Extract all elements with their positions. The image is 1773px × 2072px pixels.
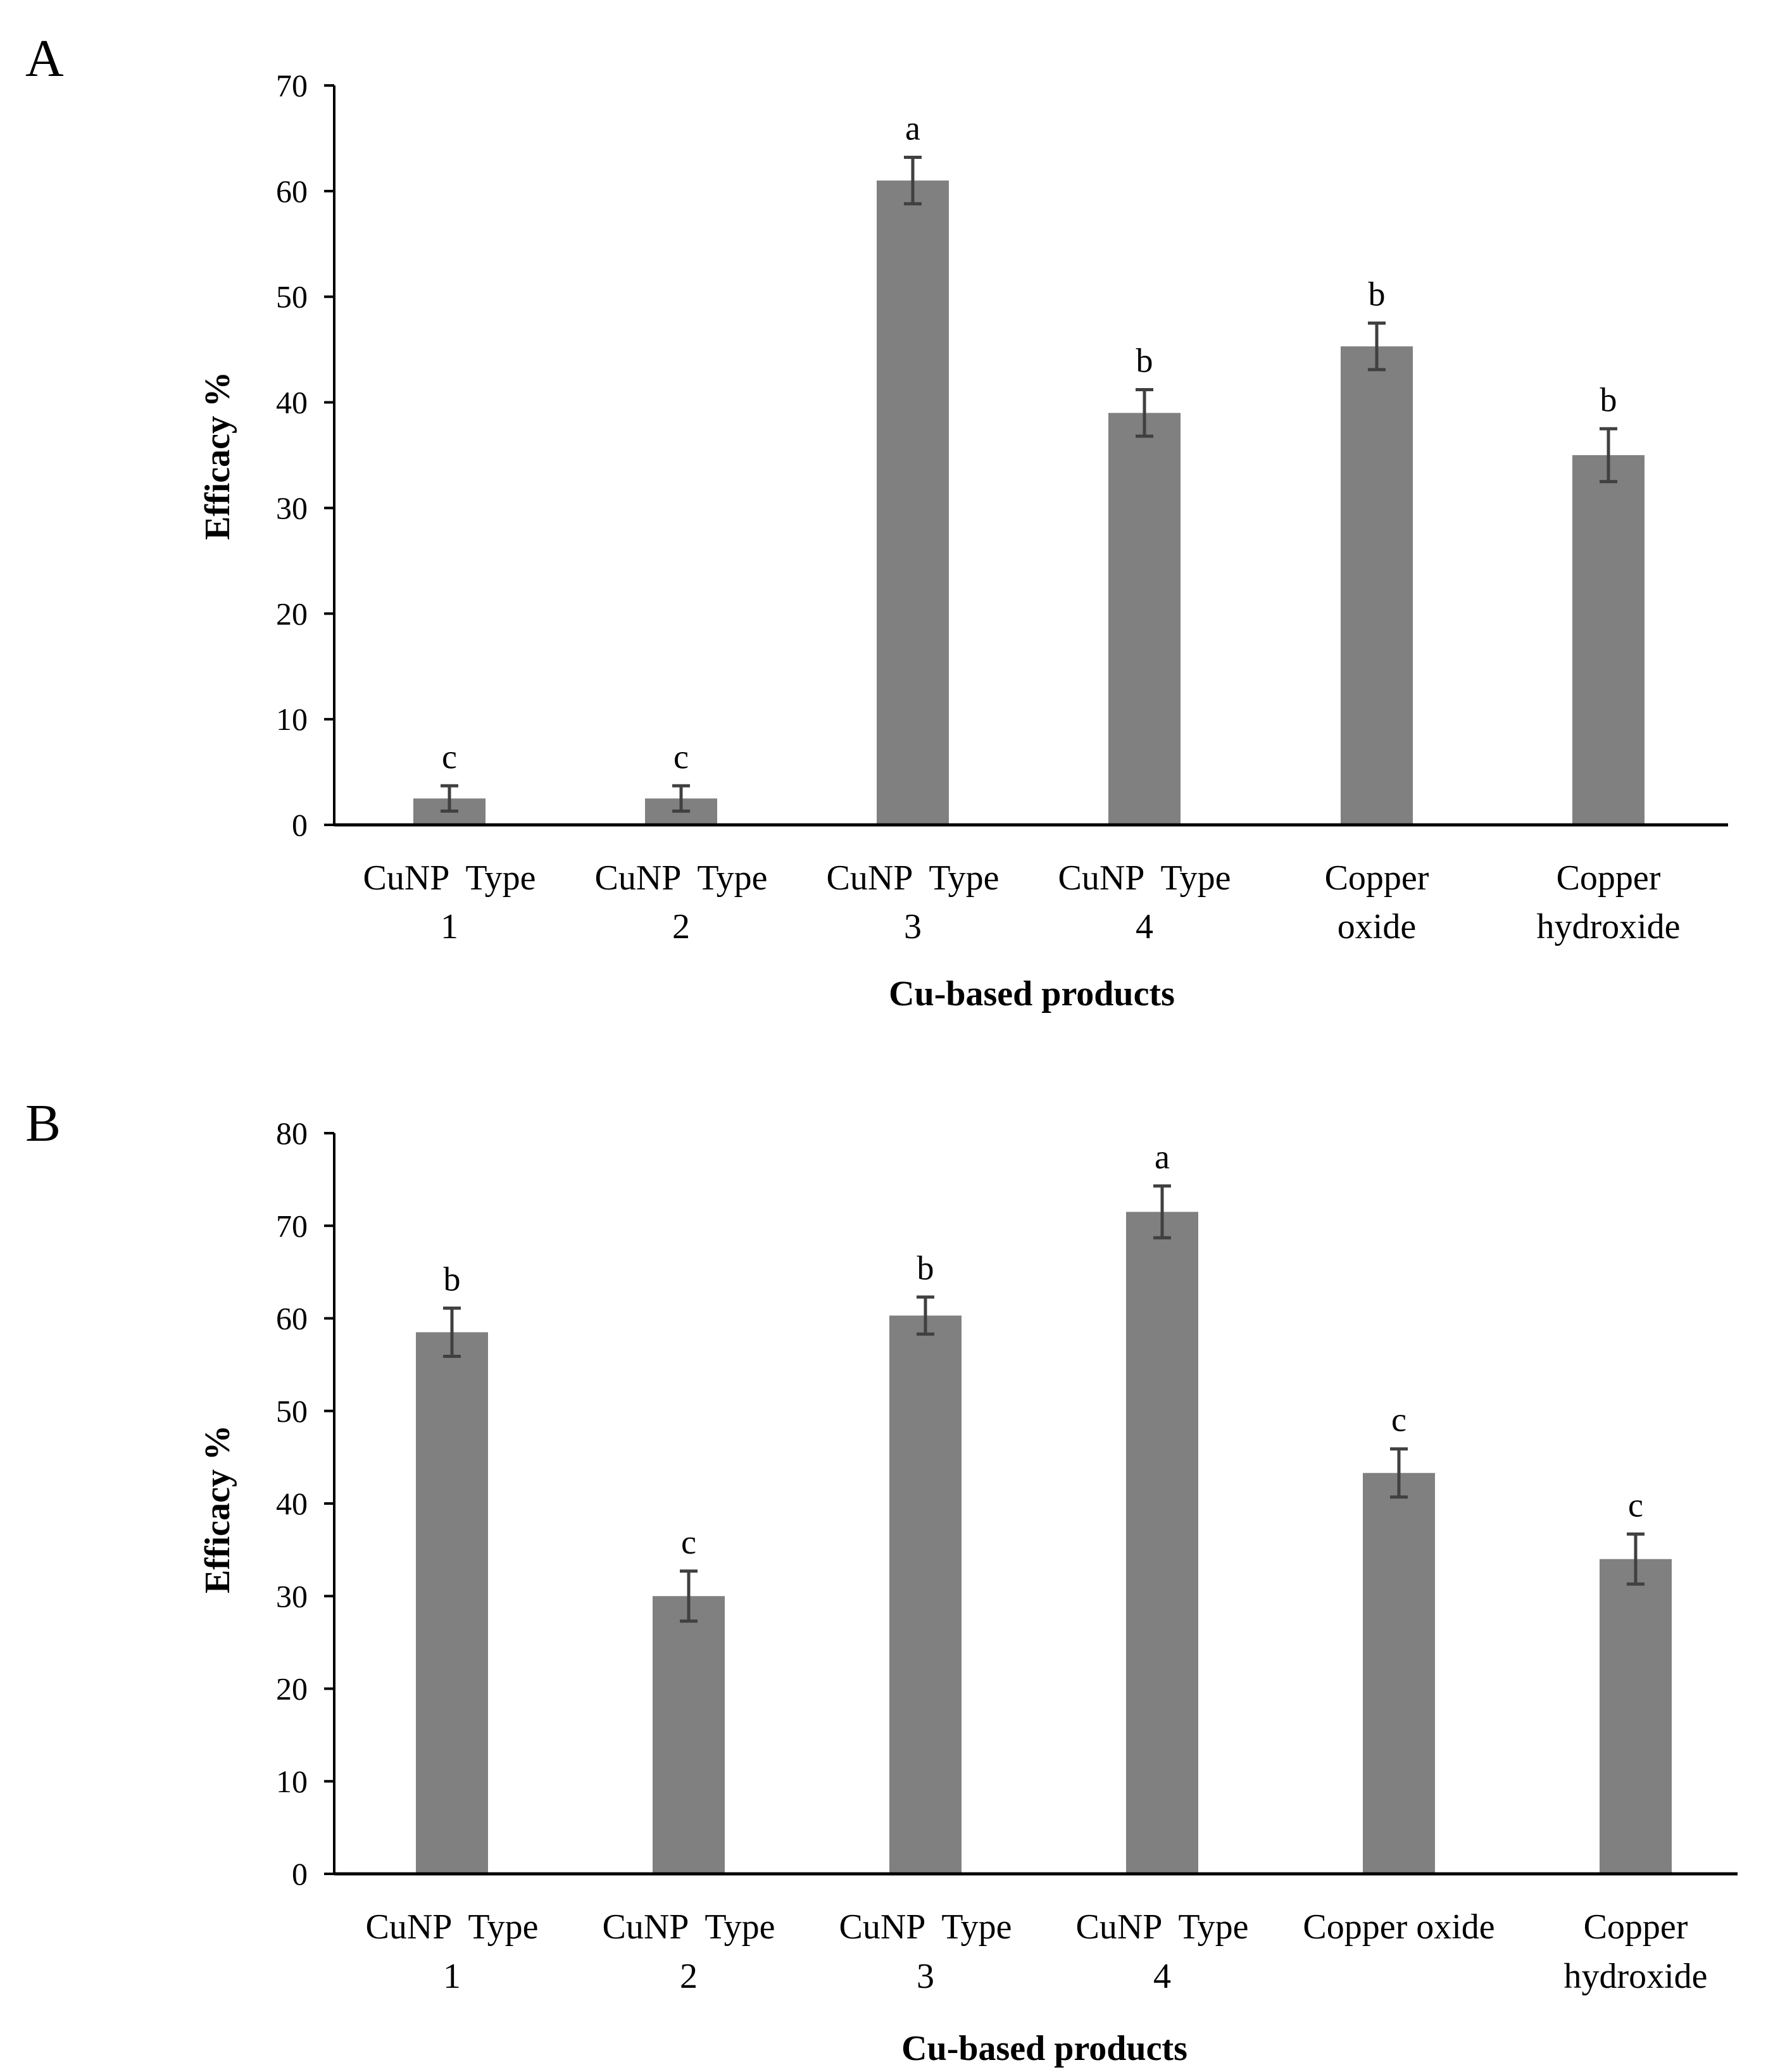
panel-a-significance-letter: c (442, 738, 457, 775)
panel-b-significance-letter: a (1155, 1138, 1170, 1176)
panel-a-category-label: 2 (672, 907, 690, 946)
panel-a-y-tick-label: 0 (292, 807, 308, 843)
panel-a-category-label: CuNP Type (595, 858, 768, 898)
panel-a-error-bar (441, 784, 458, 813)
panel-a-category-label: hydroxide (1536, 907, 1680, 946)
panel-a-y-tick-label: 20 (276, 596, 308, 631)
panel-a-y-tick-label: 70 (276, 68, 308, 103)
chart-panel-a: A Efficacy % Cu-based products 0 10 20 30 40… (25, 29, 1728, 1014)
panel-a-y-axis-title: Efficacy % (198, 372, 237, 540)
panel-a-category-label: 4 (1136, 907, 1153, 946)
panel-a-significance-letter: b (1136, 342, 1153, 380)
panel-a-x-axis-title: Cu-based products (889, 974, 1175, 1014)
panel-b-category-label: hydroxide (1563, 1957, 1707, 1996)
panel-a-significance-letter: c (673, 738, 689, 775)
panel-b-letter: B (25, 1094, 61, 1153)
panel-b-significance-letter: b (444, 1260, 461, 1298)
panel-b-y-axis-title: Efficacy % (198, 1425, 237, 1593)
panel-a-bar (1572, 455, 1645, 825)
panel-a-error-bar (1136, 388, 1153, 438)
panel-b-error-bar (443, 1306, 461, 1358)
panel-a-y-tick-label: 10 (276, 701, 308, 737)
panel-a-significance-letter: a (905, 109, 920, 147)
panel-a-error-bar (672, 784, 690, 813)
panel-a-error-bar (1600, 427, 1617, 484)
panel-b-significance-letter: c (1628, 1486, 1643, 1524)
panel-b-category-label: 2 (680, 1957, 698, 1996)
panel-b-bar (1363, 1472, 1435, 1874)
panel-a-category-label: 1 (441, 907, 458, 946)
panel-b-y-tick-label: 40 (276, 1486, 308, 1521)
panel-a-y-tick-label: 40 (276, 385, 308, 420)
panel-b-x-axis-title: Cu-based products (901, 2029, 1187, 2068)
panel-b-category-label: Copper oxide (1303, 1907, 1494, 1947)
panel-a-letter: A (25, 29, 64, 88)
panel-b-category-label: CuNP Type (839, 1907, 1012, 1947)
panel-a-bar (1108, 413, 1181, 825)
panel-a-y-tick-label: 50 (276, 279, 308, 315)
panel-a-category-label: Copper (1325, 858, 1429, 898)
panel-b-bar (653, 1596, 725, 1874)
panel-b-category-label: CuNP Type (1076, 1907, 1249, 1947)
panel-b-error-bar (917, 1295, 934, 1336)
panel-b-significance-letter: c (681, 1523, 696, 1561)
panel-b-significance-letter: b (917, 1249, 934, 1287)
panel-a-y-tick-label: 60 (276, 173, 308, 209)
panel-b-y-tick-label: 10 (276, 1764, 308, 1799)
panel-b-error-bar (1627, 1532, 1645, 1586)
panel-a-category-label: 3 (904, 907, 922, 946)
panel-b-y-tick-label: 20 (276, 1671, 308, 1707)
panel-b-category-label: 3 (917, 1957, 934, 1996)
panel-b-error-bar (680, 1569, 698, 1623)
panel-b-y-tick-label: 50 (276, 1393, 308, 1429)
panel-a-bar (877, 180, 949, 826)
panel-a-category-label: Copper (1557, 858, 1661, 898)
panel-b-bar (416, 1332, 488, 1874)
panel-b-y-tick-label: 80 (276, 1115, 308, 1151)
panel-b-bar (1126, 1212, 1198, 1874)
panel-b-category-label: CuNP Type (603, 1907, 775, 1947)
panel-b-category-label: CuNP Type (366, 1907, 539, 1947)
panel-a-category-label: CuNP Type (363, 858, 536, 898)
panel-a-error-bar (904, 155, 922, 206)
panel-b-bar (1600, 1559, 1672, 1874)
panel-b-error-bar (1390, 1447, 1408, 1499)
panel-a-bar (1341, 346, 1413, 825)
panel-b-category-label: 1 (443, 1957, 461, 1996)
panel-b-category-label: Copper (1584, 1907, 1688, 1947)
panel-a-y-tick-label: 30 (276, 490, 308, 525)
panel-b-y-tick-label: 0 (292, 1856, 308, 1892)
panel-b-bar (889, 1315, 962, 1874)
panel-a-category-label: CuNP Type (1058, 858, 1231, 898)
panel-b-y-tick-label: 30 (276, 1578, 308, 1614)
panel-a-significance-letter: b (1600, 380, 1617, 418)
panel-a-category-label: oxide (1338, 907, 1416, 946)
chart-panel-b: B Efficacy % Cu-based products 0 10 20 30 40… (25, 1094, 1738, 2068)
panel-b-y-tick-label: 60 (276, 1301, 308, 1336)
panel-b-y-tick-label: 70 (276, 1208, 308, 1243)
panel-b-category-label: 4 (1153, 1957, 1171, 1996)
panel-a-significance-letter: b (1369, 275, 1386, 313)
panel-b-significance-letter: c (1391, 1401, 1406, 1439)
panel-b-error-bar (1153, 1184, 1171, 1240)
panel-a-category-label: CuNP Type (827, 858, 999, 898)
panel-a-error-bar (1368, 321, 1386, 372)
